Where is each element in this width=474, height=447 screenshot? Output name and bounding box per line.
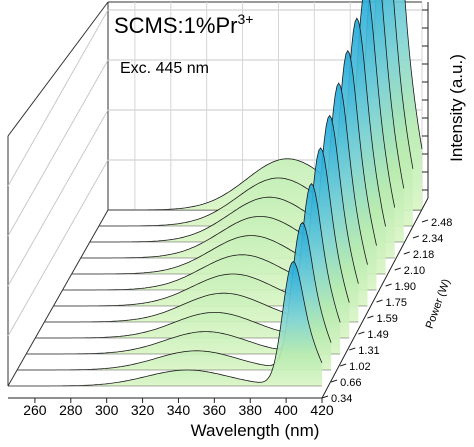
power-tick-mark (367, 315, 374, 319)
power-tick-mark (394, 267, 401, 271)
power-tick-labels: 0.34 0.66 1.02 1.31 1.49 1.59 1.75 1.90 2.10 2.18… (321, 217, 452, 405)
chart-subtitle: Exc. 445 nm (120, 60, 209, 77)
power-tick-label: 0.66 (340, 377, 361, 389)
power-tick-label: 1.49 (367, 329, 388, 341)
power-tick-mark (358, 331, 365, 335)
power-tick-label: 2.34 (422, 233, 443, 245)
x-tick-label: 280 (59, 402, 83, 418)
chart-title: SCMS:1%Pr3+ (114, 11, 253, 38)
x-tick-label: 300 (95, 402, 119, 418)
power-tick-mark (403, 251, 410, 255)
x-tick-label: 420 (310, 402, 334, 418)
grid-line-side (7, 109, 109, 287)
top-left-edge (7, 1, 109, 137)
power-tick-mark (385, 283, 392, 287)
power-tick-label: 2.18 (413, 249, 434, 261)
x-axis-title: Wavelength (nm) (191, 421, 320, 440)
power-tick-mark (330, 379, 338, 383)
box-front-frame (8, 2, 429, 399)
power-tick-label: 2.48 (431, 217, 452, 229)
spectra-series (8, 0, 423, 387)
y-axis-title: Intensity (a.u.) (447, 54, 466, 162)
spectrum-fill (8, 261, 322, 386)
power-tick-mark (376, 299, 383, 303)
power-axis-title: Power (W) (424, 278, 453, 331)
power-tick-mark (349, 347, 356, 351)
x-tick-label: 260 (23, 402, 47, 418)
power-tick-label: 1.75 (386, 297, 407, 309)
power-tick-mark (421, 219, 429, 223)
grid-line-side (7, 59, 109, 237)
x-tick-labels: 260 280 300 320 340 360 380 400 420 (23, 398, 334, 418)
power-tick-label: 1.59 (376, 313, 397, 325)
x-tick-label: 400 (274, 402, 298, 418)
x-tick-label: 380 (239, 402, 263, 418)
power-axis-line (321, 197, 429, 399)
power-tick-mark (412, 235, 420, 239)
power-tick-label: 1.31 (358, 345, 379, 357)
power-tick-mark (321, 395, 329, 399)
power-tick-label: 2.10 (404, 265, 425, 277)
x-tick-label: 360 (203, 402, 227, 418)
power-tick-label: 0.34 (331, 393, 352, 405)
grid-line-side (7, 9, 109, 187)
power-tick-mark (340, 363, 347, 367)
power-tick-label: 1.90 (395, 281, 416, 293)
grid-line-side (7, 159, 109, 337)
x-tick-label: 340 (167, 402, 191, 418)
x-tick-label: 320 (131, 402, 155, 418)
power-tick-label: 1.02 (349, 361, 370, 373)
